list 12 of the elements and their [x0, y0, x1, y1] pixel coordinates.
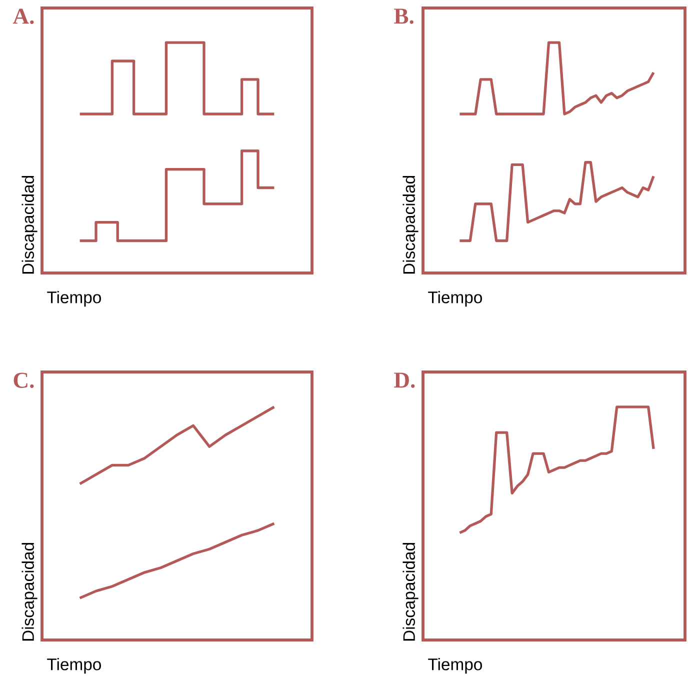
y-axis-title: Discapacidad [402, 542, 418, 641]
chart-title: C. [14, 372, 34, 388]
x-axis-title: Tiempo [47, 291, 101, 307]
x-axis-title: Tiempo [428, 658, 482, 674]
chart-title: B. [394, 8, 414, 24]
chart-title: D. [394, 372, 415, 388]
x-axis-title: Tiempo [47, 658, 101, 674]
y-axis-title: Discapacidad [22, 176, 38, 274]
y-axis-title: Discapacidad [22, 542, 38, 641]
chart-title: A. [12, 8, 34, 24]
x-axis-title: Tiempo [428, 291, 482, 307]
y-axis-title: Discapacidad [402, 176, 418, 274]
